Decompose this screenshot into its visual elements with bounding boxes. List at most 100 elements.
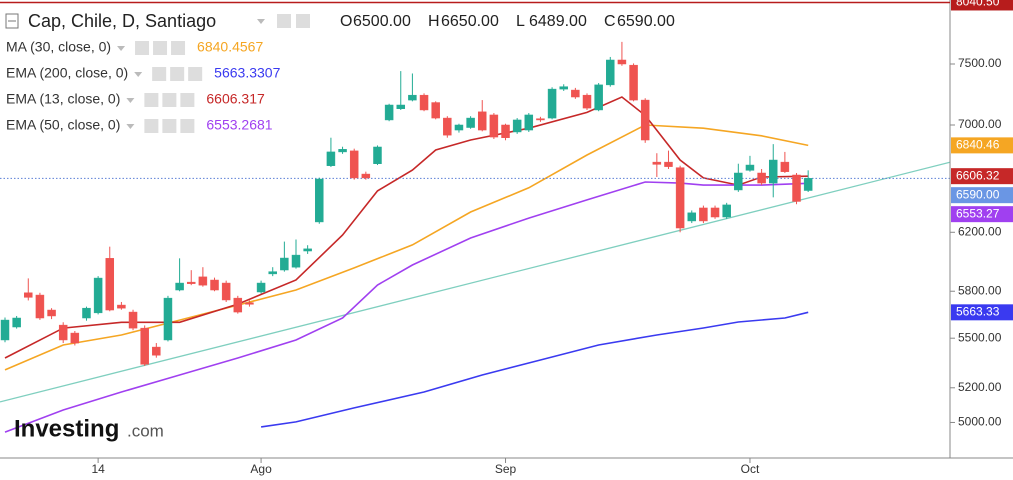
high-tag	[951, 0, 1013, 11]
candle-body	[629, 64, 638, 101]
candle-body	[93, 277, 103, 314]
candle-body	[803, 178, 813, 191]
y-tick-label: 6200.00	[958, 224, 1002, 238]
collapse-icon[interactable]	[5, 13, 19, 29]
candle-body	[152, 346, 161, 356]
settings-icon[interactable]	[296, 14, 310, 28]
candle-body	[559, 86, 568, 90]
remove-icon[interactable]	[188, 67, 203, 81]
candle-body	[536, 118, 545, 121]
candle-body	[408, 94, 417, 101]
watermark: Investing	[14, 415, 119, 442]
legend-name: EMA (50, close, 0)	[6, 117, 120, 133]
dropdown-caret[interactable]	[126, 98, 135, 103]
candle-body	[524, 114, 534, 131]
x-tick-label: Ago	[250, 462, 272, 476]
y-tick-label: 7000.00	[958, 117, 1002, 131]
candle-body	[210, 279, 219, 291]
settings-icon[interactable]	[162, 93, 177, 107]
dropdown-caret[interactable]	[257, 19, 265, 24]
legend-name: EMA (200, close, 0)	[6, 65, 128, 81]
legend-value: 6840.4567	[197, 39, 263, 55]
candle-body	[361, 173, 371, 179]
remove-icon[interactable]	[171, 41, 186, 55]
dropdown-caret[interactable]	[117, 46, 126, 51]
candle-body	[640, 99, 650, 141]
y-tick-label: 5000.00	[958, 415, 1002, 429]
price-tag	[951, 168, 1013, 185]
candle-body	[745, 164, 755, 171]
legend-value: 6606.317	[206, 91, 265, 107]
indicator-line	[4, 181, 809, 433]
price-tag	[951, 206, 1013, 223]
eye-icon[interactable]	[144, 119, 159, 133]
dropdown-caret[interactable]	[134, 72, 143, 77]
legend-value: 5663.3307	[214, 65, 280, 81]
eye-icon[interactable]	[135, 41, 150, 55]
settings-icon[interactable]	[153, 41, 168, 55]
legend-name: MA (30, close, 0)	[6, 39, 111, 55]
ohlc-key: L	[516, 13, 525, 30]
price-tag-label: 6590.00	[956, 187, 1000, 201]
candle-body	[198, 276, 208, 286]
candle-body	[547, 88, 557, 119]
candle-body	[35, 294, 45, 319]
y-tick-label: 7500.00	[958, 56, 1002, 70]
candle-body	[245, 302, 254, 305]
candle-body	[233, 297, 243, 313]
x-tick-label: Sep	[495, 462, 517, 476]
candle-body	[117, 304, 126, 309]
candle-body	[186, 281, 196, 284]
candle-body	[268, 271, 277, 275]
y-tick-label: 5500.00	[958, 330, 1002, 344]
candle-body	[338, 149, 347, 153]
candle-body	[710, 207, 720, 218]
y-tick-label: 5200.00	[958, 380, 1002, 394]
price-tag-label: 5663.33	[956, 304, 1000, 318]
remove-icon[interactable]	[180, 119, 195, 133]
ohlc-value: 6650.00	[441, 13, 499, 30]
candle-body	[373, 146, 382, 164]
candle-body	[396, 104, 406, 109]
candle-body	[606, 59, 615, 86]
legend-value: 6553.2681	[206, 117, 272, 133]
indicator-line	[4, 96, 809, 359]
eye-icon[interactable]	[144, 93, 159, 107]
candle-body	[12, 317, 21, 328]
candle-body	[419, 94, 429, 111]
candle-body	[349, 150, 359, 179]
x-tick-label: Oct	[741, 462, 760, 476]
candle-body	[128, 311, 138, 329]
candle-body	[477, 111, 487, 131]
candle-body	[303, 248, 312, 252]
candle-body	[163, 297, 173, 341]
candle-body	[687, 212, 697, 222]
price-tag	[951, 137, 1013, 154]
candle-body	[175, 282, 184, 291]
indicator-line	[260, 311, 809, 428]
candle-body	[489, 114, 499, 138]
candle-body	[699, 207, 708, 222]
settings-icon[interactable]	[162, 119, 177, 133]
ohlc-value: 6489.00	[529, 13, 587, 30]
plot-area	[0, 41, 950, 433]
legend-name: EMA (13, close, 0)	[6, 91, 120, 107]
y-tick-label: 5800.00	[958, 283, 1002, 297]
candle-body	[291, 254, 301, 268]
candle-body	[501, 124, 510, 138]
candle-body	[768, 159, 778, 184]
candle-body	[315, 178, 324, 223]
price-tag-label: 6553.27	[956, 206, 1000, 220]
settings-icon[interactable]	[170, 67, 185, 81]
dropdown-caret[interactable]	[126, 124, 135, 129]
remove-icon[interactable]	[180, 93, 195, 107]
eye-icon[interactable]	[152, 67, 167, 81]
candle-body	[443, 117, 452, 136]
candle-body	[571, 89, 580, 98]
candle-body	[594, 84, 603, 111]
candle-body	[617, 59, 627, 65]
candle-body	[24, 292, 33, 298]
eye-icon[interactable]	[277, 14, 291, 28]
